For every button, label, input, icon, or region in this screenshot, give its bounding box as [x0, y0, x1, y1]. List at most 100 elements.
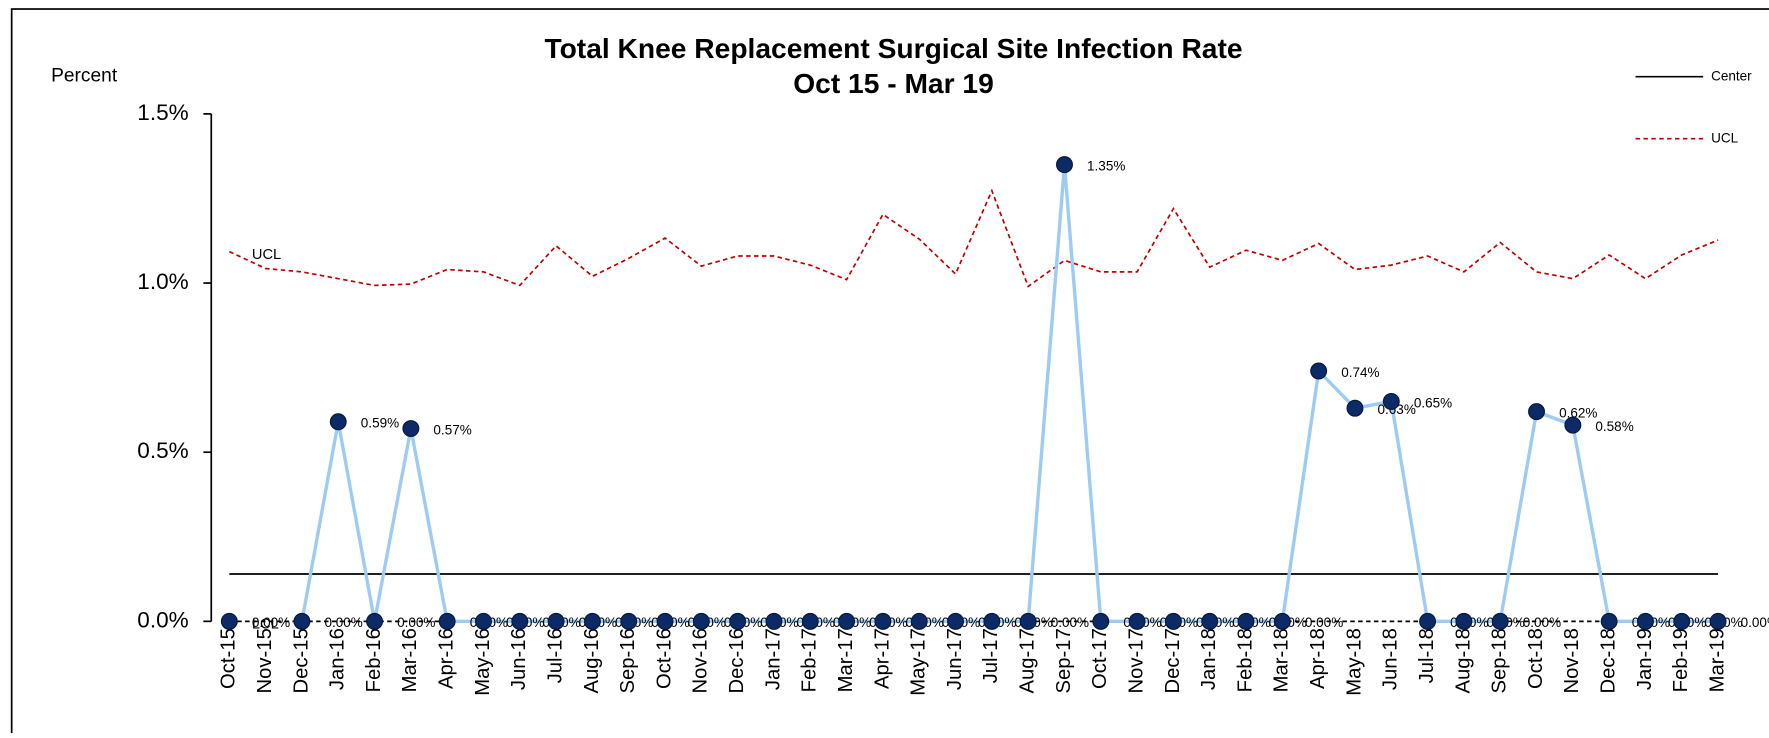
x-tick-label: May-18 [1343, 628, 1365, 696]
data-point [366, 612, 384, 630]
data-point [329, 413, 347, 431]
x-tick-label: Oct-18 [1525, 628, 1547, 689]
control-line-label: UCL [252, 247, 281, 263]
data-point [983, 612, 1001, 630]
data-label: 0.57% [433, 422, 471, 437]
data-point [1164, 612, 1182, 630]
data-point [511, 612, 529, 630]
data-label: 0.00% [1523, 615, 1561, 630]
data-point [402, 420, 420, 437]
data-point [1346, 399, 1364, 417]
x-tick-label: Sep-18 [1489, 628, 1511, 693]
data-point [692, 612, 710, 630]
data-point [1128, 612, 1146, 630]
x-tick-label: Jul-17 [980, 628, 1002, 683]
x-tick-label: Jun-18 [1380, 628, 1402, 690]
x-tick-label: Jun-16 [508, 628, 530, 690]
data-point [1310, 362, 1328, 380]
x-tick-label: Mar-16 [399, 628, 421, 692]
data-point [1273, 612, 1291, 630]
y-tick-label: 1.0% [137, 269, 188, 294]
data-point [874, 612, 892, 630]
data-point [583, 612, 601, 630]
control-line [228, 188, 1719, 288]
x-tick-label: Sep-17 [1053, 628, 1075, 693]
x-tick-label: Apr-16 [436, 628, 458, 689]
x-tick-label: Nov-15 [254, 628, 276, 693]
data-label: 0.00% [252, 615, 290, 630]
data-label: 0.00% [1305, 615, 1343, 630]
data-point [765, 612, 783, 630]
x-tick-label: Nov-17 [1125, 628, 1147, 693]
data-point [1528, 403, 1545, 421]
data-label: 0.65% [1414, 395, 1452, 410]
x-tick-label: Mar-18 [1271, 628, 1293, 692]
data-point [1491, 612, 1509, 630]
y-tick-label: 1.5% [137, 100, 188, 125]
x-tick-label: Feb-17 [799, 628, 821, 692]
x-tick-label: Jan-18 [1198, 628, 1220, 690]
data-point [547, 612, 565, 630]
y-tick-label: 0.5% [137, 438, 188, 463]
x-tick-label: Jul-18 [1416, 628, 1438, 683]
chart-frame [10, 8, 1769, 738]
x-tick-label: Jul-16 [544, 628, 566, 683]
x-tick-label: Jun-17 [944, 628, 966, 690]
data-point [293, 612, 311, 630]
chart-title: Total Knee Replacement Surgical Site Inf… [544, 32, 1242, 64]
x-tick-label: Apr-18 [1307, 628, 1329, 689]
data-point [1564, 416, 1582, 434]
x-tick-label: Feb-18 [1234, 628, 1256, 692]
data-point [1092, 612, 1110, 630]
data-label: 0.00% [324, 615, 362, 630]
x-tick-label: Apr-17 [871, 628, 893, 689]
chart-subtitle: Oct 15 - Mar 19 [793, 67, 994, 99]
x-tick-label: Dec-17 [1162, 628, 1184, 693]
x-tick-label: Aug-18 [1452, 628, 1474, 693]
data-point [1382, 393, 1400, 410]
data-label: 0.00% [1741, 615, 1769, 630]
data-point [1019, 612, 1037, 630]
data-label: 0.58% [1595, 419, 1633, 434]
data-point [220, 612, 238, 630]
data-point [910, 612, 928, 630]
x-tick-label: Mar-19 [1706, 628, 1728, 692]
data-point [1056, 156, 1073, 174]
control-line-label: LCL [252, 617, 279, 633]
data-point [947, 612, 965, 630]
data-line [300, 164, 1719, 624]
x-tick-label: Sep-16 [617, 628, 639, 693]
legend-label: UCL [1711, 130, 1739, 145]
data-point [1419, 612, 1437, 630]
x-tick-label: Oct-17 [1089, 628, 1111, 689]
data-point [1637, 612, 1654, 630]
data-point [801, 612, 819, 630]
data-point [1673, 612, 1691, 630]
y-axis-label: Percent [51, 66, 118, 87]
x-tick-label: Nov-18 [1561, 628, 1583, 693]
data-point [1201, 612, 1219, 630]
data-label: 0.00% [397, 615, 435, 630]
x-tick-label: Oct-16 [653, 628, 675, 689]
data-label: 0.74% [1341, 365, 1379, 380]
data-point [438, 612, 456, 630]
data-point [1600, 612, 1618, 630]
data-point [1455, 612, 1473, 630]
data-point [1237, 612, 1255, 630]
x-tick-label: Mar-17 [835, 628, 857, 692]
x-tick-label: Feb-19 [1670, 628, 1692, 692]
data-point [620, 612, 638, 630]
data-point [1709, 612, 1727, 630]
legend-label: Center [1711, 68, 1752, 83]
x-tick-label: Aug-16 [581, 628, 603, 693]
x-tick-label: May-17 [908, 628, 930, 696]
data-label: 0.59% [361, 416, 399, 431]
data-point [838, 612, 856, 630]
x-tick-label: Dec-18 [1598, 628, 1620, 693]
x-tick-label: Oct-15 [218, 628, 240, 689]
x-tick-label: Jan-17 [762, 628, 784, 690]
data-label: 1.35% [1087, 158, 1125, 173]
x-tick-label: Nov-16 [690, 628, 712, 693]
data-point [475, 612, 492, 630]
x-tick-label: Jan-16 [327, 628, 349, 690]
